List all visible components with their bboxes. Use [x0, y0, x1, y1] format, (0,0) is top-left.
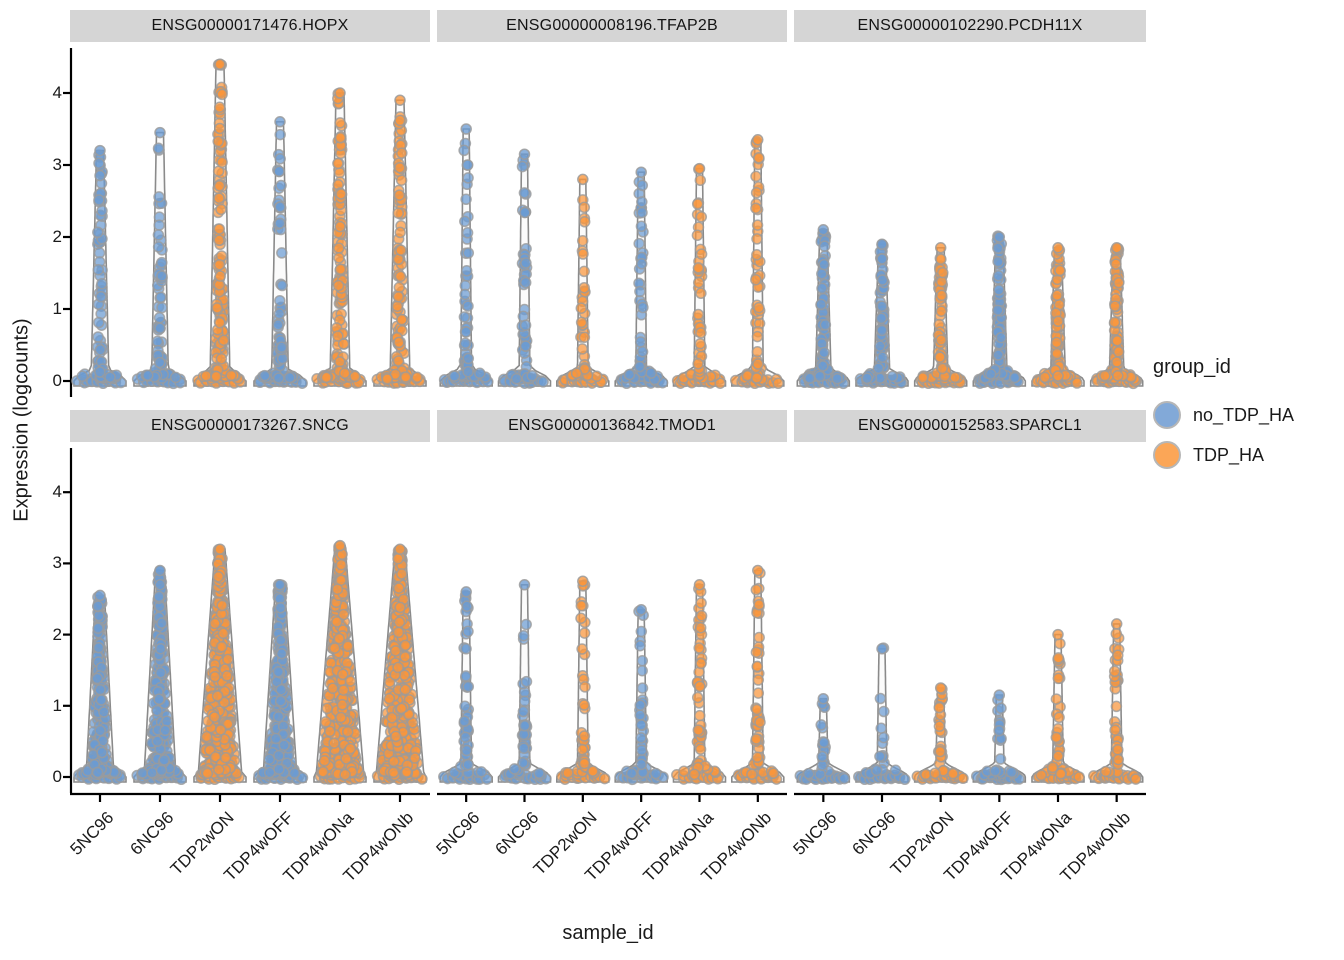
violin: [1031, 628, 1085, 785]
legend-item: no_TDP_HA: [1153, 401, 1294, 429]
violin: [193, 543, 247, 786]
legend-key-circle-icon: [1153, 401, 1181, 429]
facet-panel: [438, 123, 785, 390]
x-tick-label: 5NC96: [66, 808, 118, 859]
facet-strip: ENSG00000008196.TFAP2B: [437, 10, 787, 42]
violin: [614, 166, 669, 390]
x-tick-label: 6NC96: [491, 808, 542, 859]
violin: [131, 564, 188, 786]
x-tick-label: 6NC96: [848, 808, 900, 859]
violin: [794, 692, 851, 786]
x-tick-label: 5NC96: [432, 808, 484, 859]
facet-strip: ENSG00000136842.TMOD1: [437, 410, 787, 442]
violin: [71, 144, 127, 390]
facet-strip: ENSG00000173267.SNCG: [70, 410, 430, 442]
violin: [970, 689, 1027, 786]
violin: [729, 134, 785, 390]
violin: [311, 87, 367, 390]
violin: [911, 682, 969, 785]
violin: [371, 94, 427, 389]
violin: [556, 575, 611, 785]
legend-item: TDP_HA: [1153, 441, 1294, 469]
x-tick-label: 6NC96: [126, 808, 178, 859]
legend-item-label: no_TDP_HA: [1193, 404, 1295, 425]
facet-strip: ENSG00000171476.HOPX: [70, 10, 430, 42]
y-tick-label: 4: [52, 482, 62, 502]
legend-items: no_TDP_HA TDP_HA: [1153, 401, 1294, 469]
facet-panel: [438, 564, 785, 786]
y-tick-label: 0: [52, 767, 62, 786]
facet-strip: ENSG00000102290.PCDH11X: [794, 10, 1146, 42]
violin: [497, 148, 552, 389]
facet-panel: [794, 618, 1144, 786]
violin: [731, 564, 785, 785]
legend-title: group_id: [1153, 356, 1231, 378]
facet-panel: [796, 224, 1144, 390]
violin: [1089, 242, 1144, 390]
y-tick-label: 3: [52, 155, 62, 174]
facet-panel: [73, 539, 428, 786]
violin: [1031, 242, 1085, 389]
violin: [313, 539, 367, 786]
y-tick-label: 4: [52, 83, 62, 102]
violin: [131, 126, 187, 390]
violin: [796, 224, 851, 390]
y-tick-label: 1: [52, 299, 62, 318]
violin: [253, 579, 309, 786]
violin: [253, 116, 308, 389]
legend-item-label: TDP_HA: [1193, 444, 1265, 465]
y-tick-label: 2: [52, 227, 62, 246]
facet-strip: ENSG00000152583.SPARCL1: [794, 410, 1146, 442]
y-tick-label: 2: [52, 624, 62, 644]
violin: [853, 642, 911, 786]
violin: [497, 579, 552, 786]
violin: [438, 586, 493, 786]
x-axis-title: sample_id: [562, 922, 654, 944]
violin: [1088, 618, 1144, 785]
violin: [438, 123, 494, 389]
violin: [556, 173, 610, 389]
violin: [671, 162, 727, 389]
y-tick-label: 3: [52, 553, 62, 573]
violin: [614, 603, 669, 786]
violin: [73, 589, 127, 785]
legend-key-circle-icon: [1153, 441, 1181, 469]
legend: group_id no_TDP_HA TDP_HA: [1153, 356, 1294, 481]
x-tick-label: 5NC96: [789, 808, 841, 859]
violin: [192, 58, 247, 389]
violin: [371, 543, 428, 786]
violin: [972, 230, 1027, 390]
facet-panel: [71, 58, 427, 390]
violin: [913, 242, 968, 390]
violin: [854, 238, 909, 389]
y-tick-label: 1: [52, 695, 62, 715]
y-tick-label: 0: [52, 371, 62, 390]
violin: [671, 579, 727, 785]
